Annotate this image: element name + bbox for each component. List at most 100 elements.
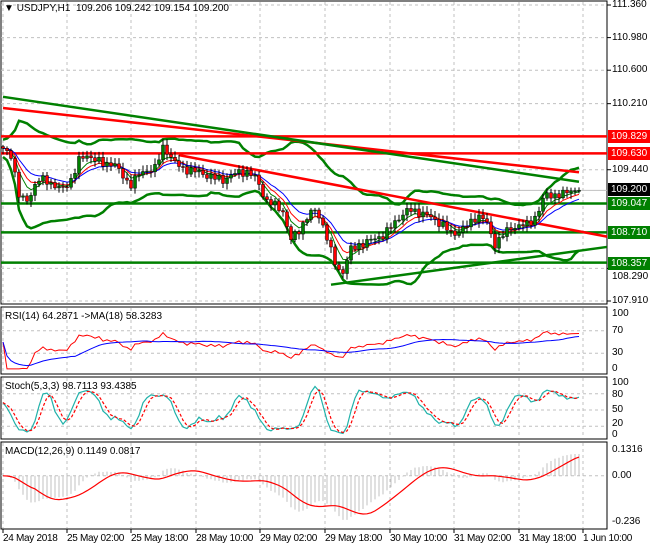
rsi-tick-label: 30 [612,347,624,358]
candle-body [69,178,73,188]
candle-body [341,269,345,274]
candle-body [245,170,249,177]
price-tick-label: 110.210 [612,97,648,109]
candle-body [357,243,361,250]
candle-body [157,159,161,165]
candle-body [561,189,565,199]
candle-body [169,153,173,158]
candle-body [45,175,49,185]
candle-body [569,190,573,194]
candle-body [177,160,181,167]
candle-body [481,214,485,220]
time-axis-label: 30 May 10:00 [390,533,447,544]
candle-body [153,164,157,173]
candle-body [1,146,5,149]
candle-body [165,144,169,155]
candle-body [193,167,197,173]
candle-body [461,226,465,233]
candle-body [189,167,193,175]
last-price-badge: 109.200 [608,183,650,196]
candle-body [573,190,577,192]
candle-body [525,220,529,227]
stoch-tick-label: 20 [612,418,624,429]
candle-body [217,175,221,180]
candle-body [457,232,461,236]
candle-body [97,156,101,162]
candle-body [65,186,69,189]
time-axis-label: 1 Jun 10:00 [583,533,632,544]
candle-body [353,245,357,250]
candle-body [545,192,549,199]
candle-body [77,156,81,174]
candle-body [301,222,305,235]
candle-body [389,227,393,229]
candle-body [489,221,493,235]
time-axis-label: 31 May 02:00 [454,533,511,544]
panel-macd [0,441,608,530]
candle-body [281,210,285,213]
candle-body [205,174,209,179]
candle-body [285,211,289,227]
candle-body [493,233,497,249]
candle-body [393,220,397,229]
candle-body [161,144,165,161]
candle-body [345,259,349,274]
candle-body [349,245,353,261]
candle-body [117,163,121,169]
candle-body [413,208,417,212]
candle-body [321,217,325,226]
rsi-tick-label: 100 [612,308,629,319]
level-badge: 109.047 [608,197,650,211]
candle-body [565,189,569,194]
candle-body [197,169,201,173]
candle-body [109,162,113,167]
candle-body [93,157,97,162]
rsi-tick-label: 70 [612,325,624,336]
candle-body [49,182,53,185]
price-tick-label: 111.360 [612,0,647,10]
candle-body [373,238,377,241]
candle-body [277,200,281,211]
candle-body [313,209,317,212]
candle-body [361,243,365,248]
candle-body [309,209,313,220]
candle-body [517,224,521,229]
candle-body [441,221,445,227]
candle-body [485,218,489,223]
candle-body [145,170,149,173]
candle-body [253,174,257,177]
candle-body [529,220,533,226]
price-tick-label: 110.600 [612,64,648,76]
stoch-tick-label: 80 [612,389,624,400]
candle-body [41,175,45,182]
candle-body [209,173,213,179]
candle-body [221,175,225,184]
candle-body [129,179,133,189]
candle-body [137,174,141,177]
candle-body [9,150,13,159]
candle-body [261,184,265,198]
candle-body [469,218,473,228]
candle-body [425,211,429,215]
candle-body [241,169,245,177]
candle-body [429,214,433,218]
collapse-arrow-icon[interactable]: ▼ [4,3,14,14]
candle-body [549,192,553,199]
candle-body [533,215,537,226]
candle-body [385,227,389,240]
candle-body [269,199,273,206]
rsi-ma-line [2,336,580,367]
candle-body [433,216,437,220]
candle-body [273,200,277,206]
candle-body [445,221,449,231]
candle-body [5,148,9,151]
candle-body [33,184,37,196]
candle-body [417,208,421,218]
candle-body [89,155,93,158]
rsi-label: RSI(14) 64.2871 ->MA(18) 58.3283 [5,311,163,322]
candle-body [325,224,329,241]
stoch-label: Stoch(5,3,3) 98.7113 93.4385 [5,381,137,392]
level-badge: 108.357 [608,256,650,270]
trendline [330,245,608,286]
